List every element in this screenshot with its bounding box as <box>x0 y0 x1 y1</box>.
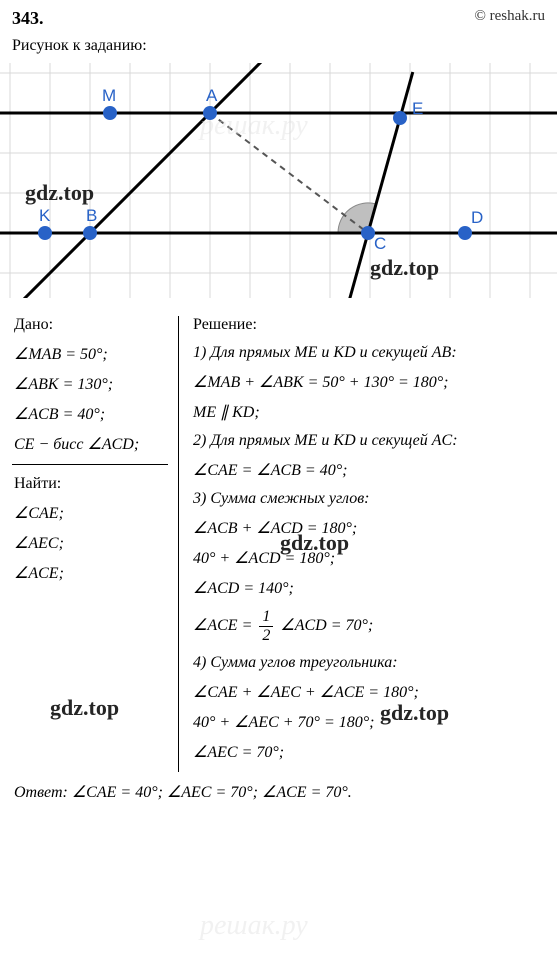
figure-caption: Рисунок к заданию: <box>0 33 557 63</box>
svg-text:A: A <box>206 86 218 105</box>
gdz-watermark: gdz.top <box>25 180 94 206</box>
task-number: 343. <box>12 8 44 29</box>
svg-text:C: C <box>374 234 386 253</box>
solution-line: ∠CAE + ∠AEC + ∠ACE = 180°; <box>193 682 543 702</box>
find-line: ∠ACE; <box>14 563 170 583</box>
solution-line: 2) Для прямых ME и KD и секущей AC: <box>193 432 543 450</box>
section-divider <box>12 464 168 465</box>
gdz-watermark: gdz.top <box>380 700 449 726</box>
solution-label: Решение: <box>193 316 543 334</box>
given-line: ∠MAB = 50°; <box>14 344 170 364</box>
fraction-pre: ∠ACE = <box>193 617 256 634</box>
svg-text:E: E <box>412 99 423 118</box>
solution-line: 4) Сумма углов треугольника: <box>193 654 543 672</box>
svg-text:D: D <box>471 208 483 227</box>
gdz-watermark: gdz.top <box>50 695 119 721</box>
svg-text:B: B <box>86 206 97 225</box>
answer-line: Ответ: ∠CAE = 40°; ∠AEC = 70°; ∠ACE = 70… <box>0 772 557 802</box>
solution-column: Решение: 1) Для прямых ME и KD и секущей… <box>179 316 543 772</box>
fraction-post: ∠ACD = 70°; <box>280 617 373 634</box>
fraction-numerator: 1 <box>259 608 273 627</box>
solution-line: ME ∥ KD; <box>193 402 543 422</box>
reshak-watermark: решак.ру <box>200 910 308 942</box>
find-line: ∠CAE; <box>14 503 170 523</box>
solution-line: 40° + ∠AEC + 70° = 180°; <box>193 712 543 732</box>
solution-line: 40° + ∠ACD = 180°; <box>193 548 543 568</box>
copyright-label: © reshak.ru <box>474 8 545 29</box>
svg-text:K: K <box>39 206 51 225</box>
find-label: Найти: <box>14 475 170 493</box>
solution-line: ∠CAE = ∠ACB = 40°; <box>193 460 543 480</box>
svg-text:M: M <box>102 86 116 105</box>
find-line: ∠AEC; <box>14 533 170 553</box>
given-line: ∠ABK = 130°; <box>14 374 170 394</box>
solution-line: ∠AEC = 70°; <box>193 742 543 762</box>
reshak-watermark: решак.ру <box>200 110 308 142</box>
solution-line: 3) Сумма смежных углов: <box>193 490 543 508</box>
given-line: CE − бисс ∠ACD; <box>14 434 170 454</box>
fraction-denominator: 2 <box>259 627 273 645</box>
solution-line: ∠ACE = 1 2 ∠ACD = 70°; <box>193 608 543 644</box>
gdz-watermark: gdz.top <box>370 255 439 281</box>
solution-line: 1) Для прямых ME и KD и секущей AB: <box>193 344 543 362</box>
given-line: ∠ACB = 40°; <box>14 404 170 424</box>
solution-line: ∠ACD = 140°; <box>193 578 543 598</box>
gdz-watermark: gdz.top <box>280 530 349 556</box>
fraction: 1 2 <box>259 608 273 644</box>
solution-line: ∠MAB + ∠ABK = 50° + 130° = 180°; <box>193 372 543 392</box>
solution-line: ∠ACB + ∠ACD = 180°; <box>193 518 543 538</box>
given-label: Дано: <box>14 316 170 334</box>
